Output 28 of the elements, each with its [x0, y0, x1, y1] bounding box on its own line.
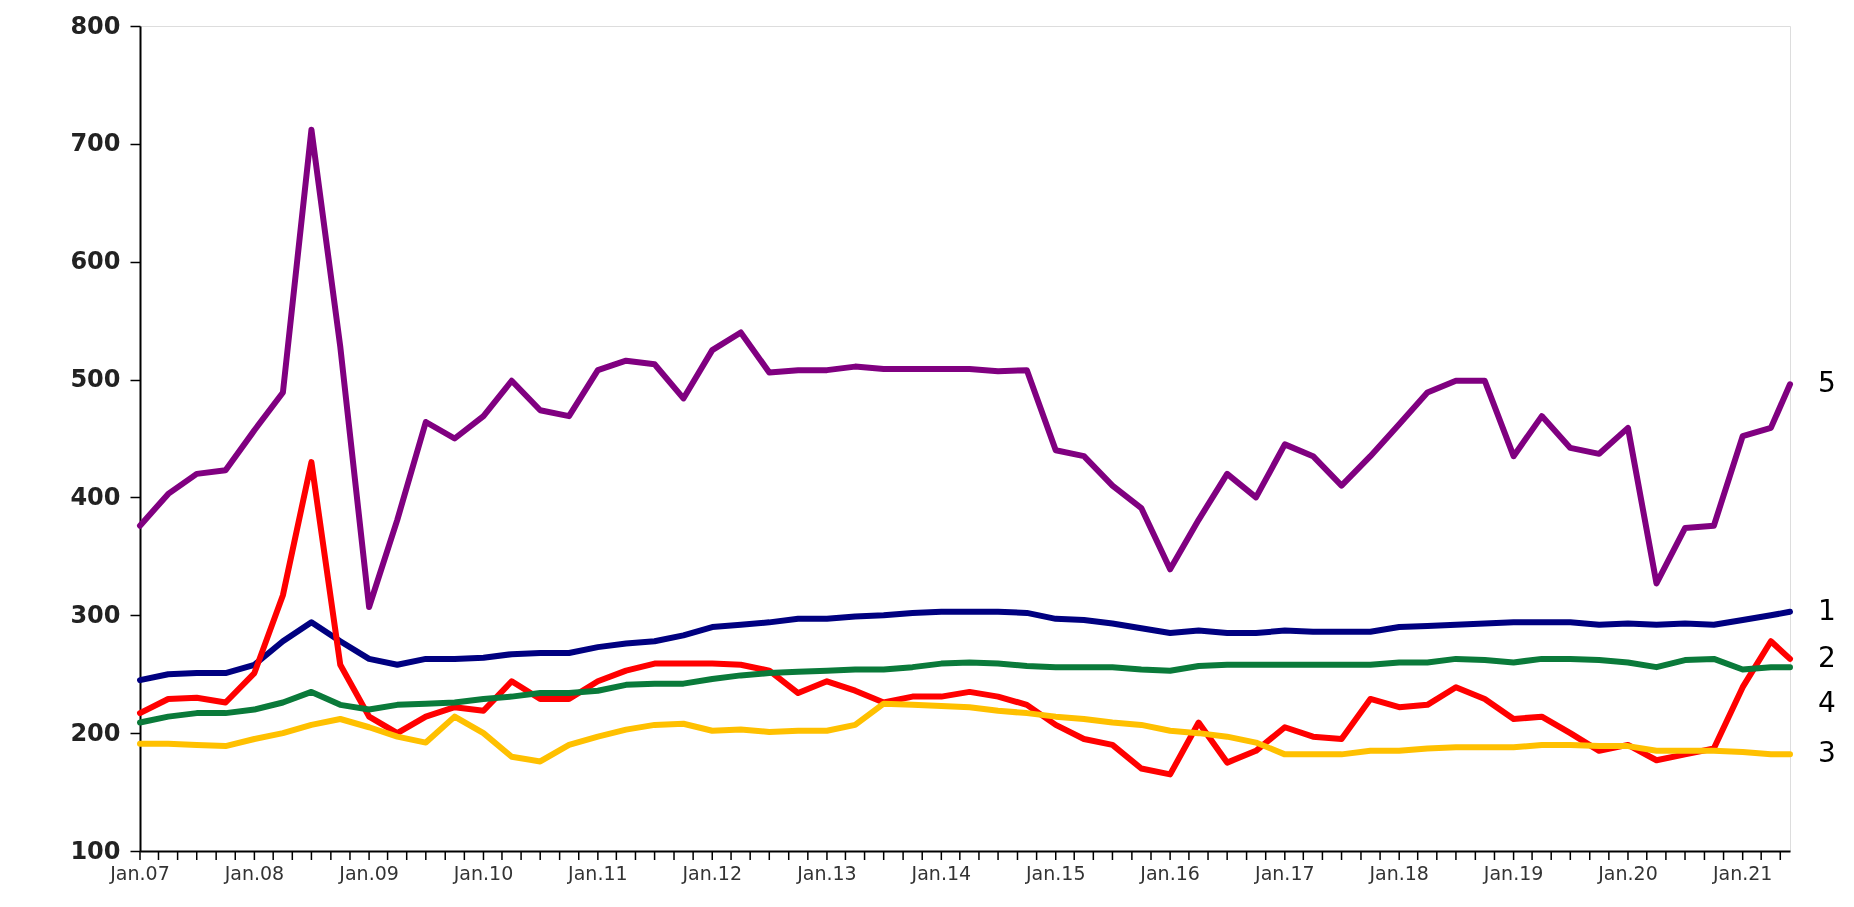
y-tick-label: 700 [70, 129, 121, 158]
y-tick-label: 300 [70, 600, 121, 629]
x-tick-label: Jan.20 [1597, 862, 1658, 884]
y-tick-label: 100 [70, 836, 121, 865]
x-tick-label: Jan.17 [1254, 862, 1315, 884]
x-tick-label: Jan.19 [1482, 862, 1544, 884]
series-label: 2 [1818, 640, 1836, 674]
series-label: 1 [1818, 593, 1836, 627]
y-tick-label: 800 [70, 11, 121, 40]
x-tick-label: Jan.18 [1368, 862, 1429, 884]
x-tick-label: Jan.13 [796, 862, 857, 884]
y-tick-label: 200 [70, 718, 121, 747]
series-label: 4 [1818, 686, 1836, 720]
series-label: 3 [1818, 736, 1836, 770]
x-tick-label: Jan.14 [910, 862, 972, 884]
y-tick-label: 600 [70, 247, 121, 276]
series-label: 5 [1818, 366, 1836, 400]
y-tick-label: 400 [70, 482, 121, 511]
x-tick-label: Jan.16 [1139, 862, 1200, 884]
x-tick-label: Jan.21 [1711, 862, 1773, 884]
x-tick-label: Jan.12 [681, 862, 743, 884]
x-tick-label: Jan.10 [452, 862, 514, 884]
x-tick-label: Jan.09 [338, 862, 399, 884]
y-tick-label: 500 [70, 365, 121, 394]
x-tick-label: Jan.15 [1024, 862, 1086, 884]
x-tick-label: Jan.07 [109, 862, 170, 884]
x-tick-label: Jan.08 [223, 862, 285, 884]
x-tick-label: Jan.11 [567, 862, 628, 884]
